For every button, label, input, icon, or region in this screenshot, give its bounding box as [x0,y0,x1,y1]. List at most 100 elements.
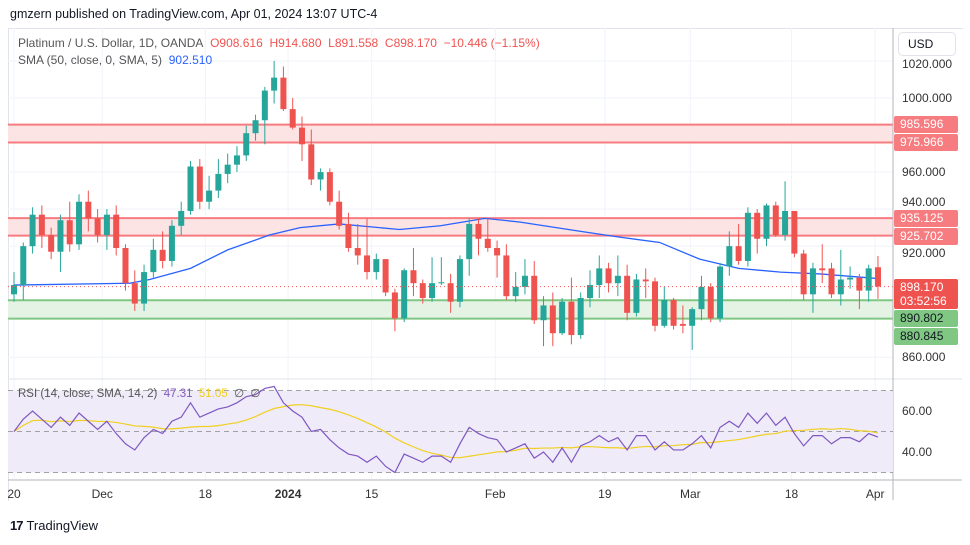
footer-brand[interactable]: 17 TradingView [10,518,98,533]
candle-up [252,120,259,134]
main-legend: Platinum / U.S. Dollar, 1D, OANDA O908.6… [18,35,540,69]
symbol-title[interactable]: Platinum / U.S. Dollar, 1D, OANDA [18,36,204,50]
candle-down [819,268,826,271]
currency-button[interactable]: USD [898,32,956,56]
resistance-zone [8,218,893,236]
candle-up [261,90,268,121]
candle-up [103,214,110,236]
candle-up [243,133,250,156]
time-axis-label: Apr [865,487,885,501]
candle-down [856,277,863,291]
candle-down [38,214,45,236]
candle-down [484,238,491,249]
candle-up [150,249,157,273]
candle-up [29,214,36,247]
sma-line [13,217,879,286]
candle-up [847,277,854,280]
candle-down [670,299,677,326]
price-axis-label: 1020.000 [902,57,953,71]
candle-down [679,323,686,326]
time-axis-label: Dec [91,487,113,501]
candle-up [614,275,621,284]
candle-down [503,255,510,297]
candle-down [382,259,389,293]
candle-up [178,210,185,226]
candle-down [800,253,807,295]
candle-up [438,282,445,284]
resistance-2-top-tag: 935.125 [894,210,958,227]
candle-down [159,249,166,261]
sma-label[interactable]: SMA (50, close, 0, SMA, 5) [18,53,163,67]
current-price-tag: 898.170 03:52:56 [894,279,958,309]
candle-up [456,259,463,302]
candle-up [317,172,324,180]
candle-up [698,286,705,310]
price-axis-label: 920.000 [902,246,946,260]
support-top-tag: 890.802 [894,310,958,327]
candle-up [233,155,240,165]
support-bottom-tag: 880.845 [894,328,958,345]
candle-up [57,220,64,252]
candle-down [280,77,287,110]
candle-up [466,223,473,260]
candle-up [689,309,696,326]
candle-down [391,292,398,319]
candle-down [531,275,538,321]
candle-up [726,246,733,267]
time-axis-label: 19 [598,487,612,501]
rsi-sma-line [13,404,879,459]
candle-down [624,275,631,313]
candle-up [633,279,640,313]
rsi-legend: RSI (14, close, SMA, 14, 2) 47.31 51.05 … [18,386,261,400]
candle-down [122,248,129,284]
resistance-2-bottom-tag: 925.702 [894,228,958,245]
candle-up [401,270,408,319]
candle-down [735,246,742,261]
candle-down [131,283,138,304]
candle-up [540,305,547,321]
rsi-value: 47.31 [163,388,193,400]
candle-down [568,301,575,336]
candle-down [494,248,501,256]
time-axis-label: 18 [198,487,213,501]
change-value: −10.446 (−1.15%) [443,36,540,50]
rsi-sma-value: 51.05 [198,388,228,400]
candle-up [865,268,872,291]
candle-up [782,210,789,236]
open-value: O908.616 [210,36,263,50]
candle-down [289,109,296,128]
candle-up [577,298,584,336]
rsi-label[interactable]: RSI (14, close, SMA, 14, 2) [18,388,158,400]
candle-down [66,220,73,245]
time-axis-label: 15 [364,487,379,501]
candle-up [215,173,222,191]
candle-up [11,285,17,295]
candle-up [586,285,593,299]
candle-down [354,248,361,256]
candle-down [772,205,779,236]
candle-up [271,77,278,91]
low-value: L891.558 [328,36,379,50]
candle-up [76,201,83,245]
candle-down [298,127,305,145]
time-axis-label: 2024 [274,487,302,501]
candle-down [85,201,92,219]
rsi-axis-label: 40.00 [902,445,933,459]
candle-down [549,305,556,334]
candle-up [168,225,175,261]
rsi-line [13,385,879,474]
candle-down [475,223,482,239]
resistance-1-top-tag: 985.596 [894,116,958,133]
time-axis-label: Mar [679,487,701,501]
sma-value: 902.510 [168,53,213,67]
candle-up [521,275,528,287]
candle-up [224,164,231,174]
candle-down [410,270,417,284]
candle-down [419,283,426,299]
candle-up [717,266,724,319]
candle-up [559,301,566,334]
rsi-extra-1: ∅ [234,388,245,400]
chart-frame [8,28,963,501]
current-price: 898.170 [900,280,944,294]
